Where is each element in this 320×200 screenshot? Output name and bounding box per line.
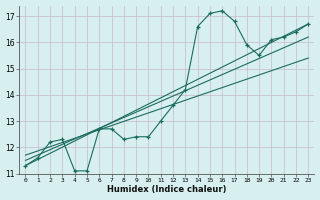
X-axis label: Humidex (Indice chaleur): Humidex (Indice chaleur) <box>107 185 227 194</box>
